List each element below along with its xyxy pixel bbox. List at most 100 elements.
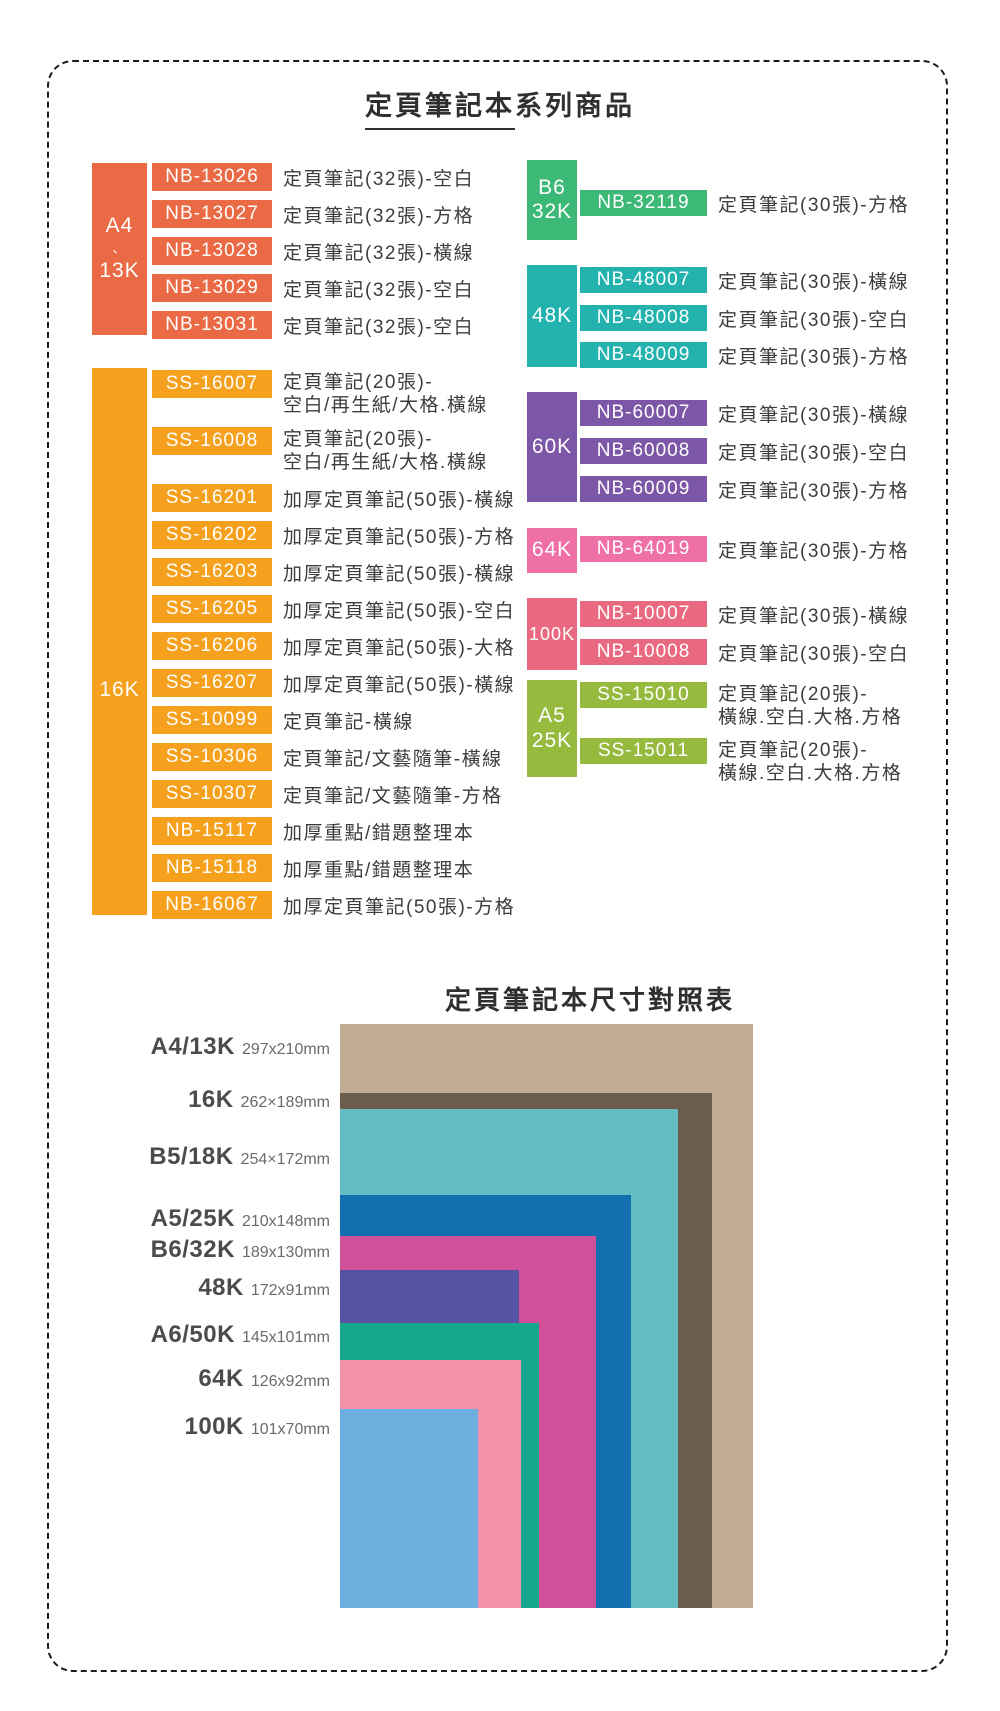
product-description-line: 定頁筆記(30張)-方格 (718, 540, 910, 562)
size-label-16k: 16K 262×189mm (188, 1086, 330, 1114)
size-label-48k: 48K 172x91mm (198, 1274, 330, 1302)
product-row: NB-60009 定頁筆記(30張)-方格 (580, 476, 909, 502)
size-name: B5/18K (149, 1143, 234, 1170)
group-label-line: A5 (538, 704, 566, 728)
product-code-chip: NB-64019 (580, 536, 707, 562)
product-row: SS-16007 定頁筆記(20張)- 空白/再生紙/大格.橫線 (152, 370, 488, 417)
product-description: 定頁筆記(32張)-空白 (283, 274, 474, 302)
product-description-line: 加厚定頁筆記(50張)-方格 (283, 896, 516, 918)
product-row: NB-10008 定頁筆記(30張)-空白 (580, 639, 909, 665)
product-row: NB-15118 加厚重點/錯題整理本 (152, 854, 474, 882)
product-description-line: 定頁筆記(32張)-空白 (283, 168, 475, 190)
product-description: 加厚定頁筆記(50張)-方格 (283, 891, 515, 919)
product-description-line: 定頁筆記(30張)-方格 (718, 346, 910, 368)
product-row: NB-48007 定頁筆記(30張)-橫線 (580, 267, 909, 293)
page-border (47, 60, 948, 1672)
product-description-line: 定頁筆記(30張)-空白 (718, 643, 910, 665)
product-description-line: 定頁筆記(32張)-橫線 (283, 242, 475, 264)
product-description: 定頁筆記(30張)-方格 (718, 476, 909, 502)
product-description-line: 定頁筆記(30張)-橫線 (718, 605, 910, 627)
product-description-line: 定頁筆記(20張)- (718, 740, 869, 761)
product-description-line: 橫線.空白.大格.方格 (718, 707, 903, 728)
size-dimensions: 172x91mm (250, 1282, 330, 1299)
product-description: 定頁筆記(32張)-空白 (283, 163, 474, 191)
size-name: 64K (198, 1365, 244, 1392)
group-label-line: 13K (99, 259, 140, 283)
product-code-chip: NB-10007 (580, 601, 707, 627)
group-block-64k: 64K (527, 528, 577, 573)
page-title-underlined: 定頁筆記本 (365, 91, 515, 130)
product-description: 加厚重點/錯題整理本 (283, 854, 474, 882)
product-row: NB-10007 定頁筆記(30張)-橫線 (580, 601, 909, 627)
product-description: 加厚重點/錯題整理本 (283, 817, 474, 845)
group-block-a5-25k: A5 25K (527, 680, 577, 777)
product-row: SS-16203 加厚定頁筆記(50張)-橫線 (152, 558, 515, 586)
product-description-line: 定頁筆記(30張)-方格 (718, 194, 910, 216)
product-description: 加厚定頁筆記(50張)-方格 (283, 521, 515, 549)
product-description: 加厚定頁筆記(50張)-空白 (283, 595, 515, 623)
product-row: NB-13029 定頁筆記(32張)-空白 (152, 274, 474, 302)
product-code-chip: SS-10306 (152, 743, 272, 771)
product-row: SS-10306 定頁筆記/文藝隨筆-橫線 (152, 743, 503, 771)
product-code-chip: NB-48008 (580, 305, 707, 331)
size-name: 100K (184, 1413, 244, 1440)
size-name: A6/50K (150, 1321, 235, 1348)
product-row: NB-13028 定頁筆記(32張)-橫線 (152, 237, 474, 265)
size-dimensions: 189x130mm (241, 1244, 330, 1261)
product-description-line: 加厚定頁筆記(50張)-橫線 (283, 489, 516, 511)
size-label-a4-13k: A4/13K 297x210mm (151, 1033, 330, 1061)
group-block-16k: 16K (92, 368, 147, 915)
product-description: 定頁筆記(20張)- 空白/再生紙/大格.橫線 (283, 370, 488, 417)
product-code-chip: SS-16205 (152, 595, 272, 623)
product-code-chip: SS-16008 (152, 427, 272, 455)
product-row: SS-10307 定頁筆記/文藝隨筆-方格 (152, 780, 503, 808)
product-code-chip: NB-60009 (580, 476, 707, 502)
group-label-line: 100K (528, 623, 576, 644)
size-dimensions: 145x101mm (241, 1329, 330, 1346)
product-description-line: 定頁筆記(20張)- (283, 429, 434, 450)
product-description: 定頁筆記(30張)-方格 (718, 342, 909, 368)
product-code-chip: SS-16202 (152, 521, 272, 549)
product-row: NB-32119 定頁筆記(30張)-方格 (580, 190, 909, 216)
product-code-chip: NB-60007 (580, 400, 707, 426)
product-code-chip: NB-32119 (580, 190, 707, 216)
product-description-line: 定頁筆記(20張)- (283, 372, 434, 393)
group-label-line: 16K (99, 678, 140, 702)
size-name: A5/25K (150, 1205, 235, 1232)
product-row: SS-10099 定頁筆記-橫線 (152, 706, 414, 734)
size-label-a6-50k: A6/50K 145x101mm (151, 1321, 330, 1349)
product-description-line: 定頁筆記-橫線 (283, 711, 414, 733)
size-dimensions: 210x148mm (241, 1213, 330, 1230)
product-description-line: 定頁筆記(30張)-橫線 (718, 404, 910, 426)
size-label-b6-32k: B6/32K 189x130mm (151, 1236, 330, 1264)
product-code-chip: SS-16203 (152, 558, 272, 586)
product-row: SS-16008 定頁筆記(20張)- 空白/再生紙/大格.橫線 (152, 427, 488, 474)
size-dimensions: 101x70mm (250, 1421, 330, 1438)
product-description: 定頁筆記(20張)- 橫線.空白.大格.方格 (718, 682, 902, 729)
product-row: SS-15010 定頁筆記(20張)- 橫線.空白.大格.方格 (580, 682, 902, 729)
product-description-line: 加厚定頁筆記(50張)-空白 (283, 600, 516, 622)
product-description: 定頁筆記(32張)-空白 (283, 311, 474, 339)
product-description-line: 加厚定頁筆記(50張)-方格 (283, 526, 516, 548)
product-code-chip: SS-15010 (580, 682, 707, 708)
product-row: SS-15011 定頁筆記(20張)- 橫線.空白.大格.方格 (580, 738, 902, 785)
product-description: 定頁筆記(20張)- 橫線.空白.大格.方格 (718, 738, 902, 785)
product-row: NB-60008 定頁筆記(30張)-空白 (580, 438, 909, 464)
product-description-line: 定頁筆記/文藝隨筆-方格 (283, 785, 503, 807)
product-description: 定頁筆記(30張)-橫線 (718, 400, 909, 426)
product-code-chip: NB-13028 (152, 237, 272, 265)
product-code-chip: NB-60008 (580, 438, 707, 464)
group-label-line: 25K (531, 728, 573, 752)
product-description: 定頁筆記/文藝隨筆-橫線 (283, 743, 503, 771)
product-code-chip: SS-16207 (152, 669, 272, 697)
product-description-line: 定頁筆記(20張)- (718, 684, 869, 705)
product-description: 定頁筆記-橫線 (283, 706, 414, 734)
product-description-line: 定頁筆記/文藝隨筆-橫線 (283, 748, 503, 770)
size-dimensions: 126x92mm (250, 1373, 330, 1390)
product-description: 加厚定頁筆記(50張)-橫線 (283, 484, 515, 512)
product-description-line: 橫線.空白.大格.方格 (718, 763, 903, 784)
product-row: NB-13027 定頁筆記(32張)-方格 (152, 200, 474, 228)
size-label-b5-18k: B5/18K 254×172mm (149, 1143, 330, 1171)
product-code-chip: NB-13029 (152, 274, 272, 302)
product-description: 定頁筆記(30張)-空白 (718, 639, 909, 665)
